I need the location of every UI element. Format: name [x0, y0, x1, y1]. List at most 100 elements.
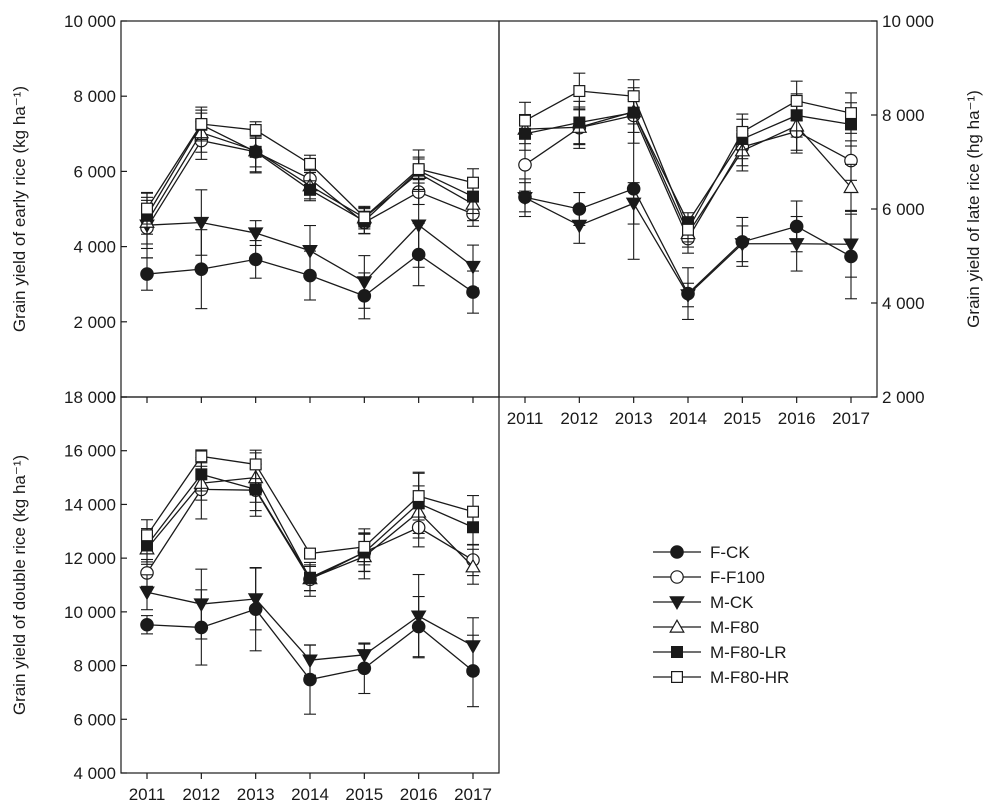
early-series-m-f80-hr [141, 106, 480, 228]
double-rice-y-axis-label: Grain yield of double rice (kg ha⁻¹) [10, 455, 29, 715]
double-x-tick-label: 2014 [291, 785, 329, 804]
legend-item-m-ck: M-CK [653, 593, 754, 612]
legend-label: M-F80-LR [710, 643, 787, 662]
legend-item-m-f80: M-F80 [653, 618, 759, 637]
early-point-m-f80-hr [358, 211, 371, 224]
late-rice-y-axis-label: Grain yield of late rice (hg ha⁻¹) [964, 90, 983, 328]
late-x-tick-label: 2014 [669, 409, 707, 428]
legend-label: M-F80-HR [710, 668, 789, 687]
legend-item-m-f80-hr: M-F80-HR [653, 668, 789, 687]
double-y-tick-label: 4 000 [73, 764, 116, 783]
legend-item-m-f80-lr: M-F80-LR [653, 643, 787, 662]
double-point-m-ck [356, 649, 373, 663]
double-y-tick-label: 14 000 [64, 495, 116, 514]
early-point-m-ck [302, 245, 318, 259]
double-y-tick-label: 16 000 [64, 442, 116, 461]
late-series-m-ck [517, 178, 859, 308]
late-point-m-ck [571, 219, 588, 234]
late-x-tick-label: 2012 [560, 409, 598, 428]
early-y-tick-label: 10 000 [64, 12, 116, 31]
early-point-m-ck [247, 227, 264, 242]
double-series-m-ck [139, 567, 481, 676]
late-x-tick-label: 2015 [723, 409, 761, 428]
double-point-m-f80-hr [195, 450, 208, 463]
late-x-tick-label: 2011 [507, 409, 544, 428]
late-point-m-f80-lr [573, 116, 586, 129]
double-x-tick-label: 2017 [454, 785, 492, 804]
series-layer [139, 72, 859, 715]
early-point-m-f80-hr [412, 163, 425, 176]
early-y-tick-label: 0 [107, 388, 116, 407]
late-y-tick-label: 4 000 [882, 294, 925, 313]
late-point-m-f80 [843, 179, 859, 194]
late-point-m-f80-hr [844, 107, 857, 120]
late-point-m-ck [843, 238, 859, 253]
legend-label: F-CK [710, 543, 750, 562]
double-point-f-ck [140, 617, 154, 632]
legend-marker-m-f80 [669, 618, 685, 633]
legend-marker-f-ck [670, 545, 684, 559]
late-x-tick-label: 2016 [778, 409, 816, 428]
late-y-tick-label: 2 000 [882, 388, 925, 407]
double-series-m-f80-hr [141, 449, 480, 566]
double-point-m-ck [247, 593, 264, 607]
double-point-m-f80-lr [249, 483, 262, 496]
double-y-tick-label: 8 000 [73, 657, 116, 676]
double-series-m-f80-lr [141, 457, 480, 592]
early-point-f-ck [140, 267, 154, 281]
early-point-m-f80-hr [141, 202, 154, 215]
early-point-m-f80-hr [195, 118, 208, 131]
late-y-tick-label: 6 000 [882, 200, 925, 219]
late-point-m-f80-hr [573, 85, 586, 98]
early-y-tick-label: 4 000 [73, 238, 116, 257]
early-point-f-ck [248, 252, 263, 267]
legend: F-CK F-F100 M-CK M-F80 M-F80-LR M-F80-HR [653, 543, 789, 687]
double-point-m-f80-hr [141, 529, 154, 542]
late-x-tick-label: 2017 [832, 409, 870, 428]
early-rice-y-axis-label: Grain yield of early rice (kg ha⁻¹) [10, 86, 29, 332]
tick-layer: 0 2 000 4 000 6 000 8 000 10 000 2 000 4 000 6 0… [64, 12, 934, 804]
late-point-m-ck [734, 238, 751, 252]
early-y-tick-label: 8 000 [73, 87, 116, 106]
early-point-m-f80-lr [249, 145, 262, 158]
double-point-m-f80-hr [358, 540, 371, 553]
late-point-m-ck [625, 197, 642, 212]
late-x-tick-label: 2013 [615, 409, 653, 428]
legend-marker-m-f80-hr [670, 670, 683, 683]
late-point-f-f100 [518, 158, 532, 172]
early-rice-plot-frame [120, 20, 500, 398]
double-point-m-ck [410, 610, 427, 625]
early-series-m-f80 [139, 112, 481, 245]
double-point-m-ck [139, 586, 155, 601]
early-point-m-ck [356, 276, 373, 290]
double-x-tick-label: 2013 [237, 785, 275, 804]
legend-item-f-f100: F-F100 [653, 568, 765, 587]
late-point-m-f80-hr [790, 94, 803, 107]
double-point-m-f80-hr [249, 458, 262, 471]
early-point-m-ck [410, 219, 427, 234]
double-x-tick-label: 2016 [400, 785, 438, 804]
early-point-m-f80-lr [304, 183, 317, 196]
early-point-m-f80-hr [249, 124, 262, 137]
double-point-m-ck [465, 640, 481, 654]
double-point-m-f80 [465, 558, 481, 573]
early-point-m-f80-hr [467, 176, 480, 189]
legend-label: M-CK [710, 593, 754, 612]
double-point-m-f80-hr [467, 505, 480, 518]
double-y-tick-label: 10 000 [64, 603, 116, 622]
double-x-tick-label: 2011 [129, 785, 166, 804]
late-series-m-f80-lr [518, 92, 857, 233]
double-point-m-ck [193, 598, 210, 613]
late-point-m-f80-hr [627, 90, 640, 103]
late-point-m-f80-hr [518, 114, 531, 127]
late-point-m-ck [517, 192, 533, 206]
double-x-tick-label: 2012 [182, 785, 220, 804]
legend-label: M-F80 [710, 618, 759, 637]
legend-marker-m-ck [669, 596, 685, 611]
double-y-tick-label: 12 000 [64, 549, 116, 568]
early-point-m-f80-hr [304, 157, 317, 170]
early-y-tick-label: 6 000 [73, 162, 116, 181]
double-point-m-ck [302, 654, 318, 669]
early-y-tick-label: 2 000 [73, 313, 116, 332]
